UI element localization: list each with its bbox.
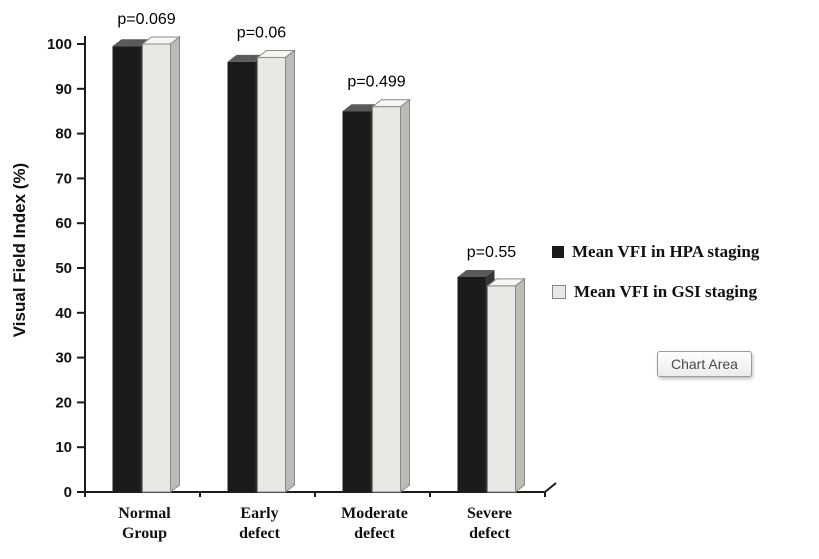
x-category-label: Early (240, 505, 278, 522)
y-tick-label: 40 (55, 305, 72, 322)
bar-hpa-normal-group-top (112, 39, 150, 47)
legend: Mean VFI in HPA staging Mean VFI in GSI … (552, 242, 759, 302)
bar-gsi-severe-defect-side (515, 277, 525, 494)
legend-item-hpa: Mean VFI in HPA staging (552, 242, 759, 262)
legend-label-gsi: Mean VFI in GSI staging (574, 282, 757, 301)
y-tick-label: 80 (55, 126, 72, 143)
x-category-label: Normal (118, 505, 171, 522)
x-category-label: Severe (467, 505, 512, 522)
bar-gsi-moderate-defect (372, 106, 401, 493)
bar-gsi-normal-group-side (170, 35, 180, 494)
bar-gsi-moderate-defect-side (400, 98, 410, 494)
y-tick-label: 30 (55, 350, 72, 367)
bar-hpa-moderate-defect (342, 111, 371, 492)
bar-gsi-normal-group (142, 43, 171, 493)
gsi-series-swatch (552, 285, 566, 299)
x-category-label: defect (354, 525, 396, 542)
p-value-severe-defect: p=0.55 (467, 244, 516, 261)
legend-item-gsi: Mean VFI in GSI staging (552, 282, 759, 302)
x-category-label: Group (122, 525, 167, 542)
hpa-series-swatch (552, 246, 564, 258)
y-tick-label: 100 (47, 36, 72, 53)
y-tick-label: 50 (55, 260, 72, 277)
x-axis-depth-line (544, 482, 557, 493)
bar-gsi-early-defect (257, 56, 286, 493)
bar-hpa-early-defect-top (227, 54, 265, 62)
y-axis-title: Visual Field Index (%) (10, 162, 29, 338)
p-value-moderate-defect: p=0.499 (347, 74, 405, 91)
bar-hpa-normal-group (112, 46, 141, 493)
bar-hpa-moderate-defect-top (342, 104, 380, 112)
bar-gsi-severe-defect (487, 285, 516, 493)
x-category-label: defect (469, 525, 511, 542)
bar-hpa-severe-defect (457, 276, 486, 492)
y-tick-label: 20 (55, 394, 72, 411)
x-category-label: defect (239, 525, 281, 542)
bar-hpa-early-defect (227, 61, 256, 493)
y-tick-label: 70 (55, 170, 72, 187)
bar-hpa-severe-defect-top (457, 269, 495, 277)
y-tick-label: 10 (55, 439, 72, 456)
y-tick-label: 0 (64, 484, 72, 501)
y-tick-label: 90 (55, 81, 72, 98)
x-category-label: Moderate (341, 505, 408, 522)
bar-gsi-early-defect-side (285, 49, 295, 494)
chart-area-tooltip: Chart Area (657, 351, 752, 377)
p-value-early-defect: p=0.06 (237, 24, 286, 41)
p-value-normal-group: p=0.069 (117, 11, 175, 28)
legend-label-hpa: Mean VFI in HPA staging (572, 242, 760, 261)
y-tick-label: 60 (55, 215, 72, 232)
